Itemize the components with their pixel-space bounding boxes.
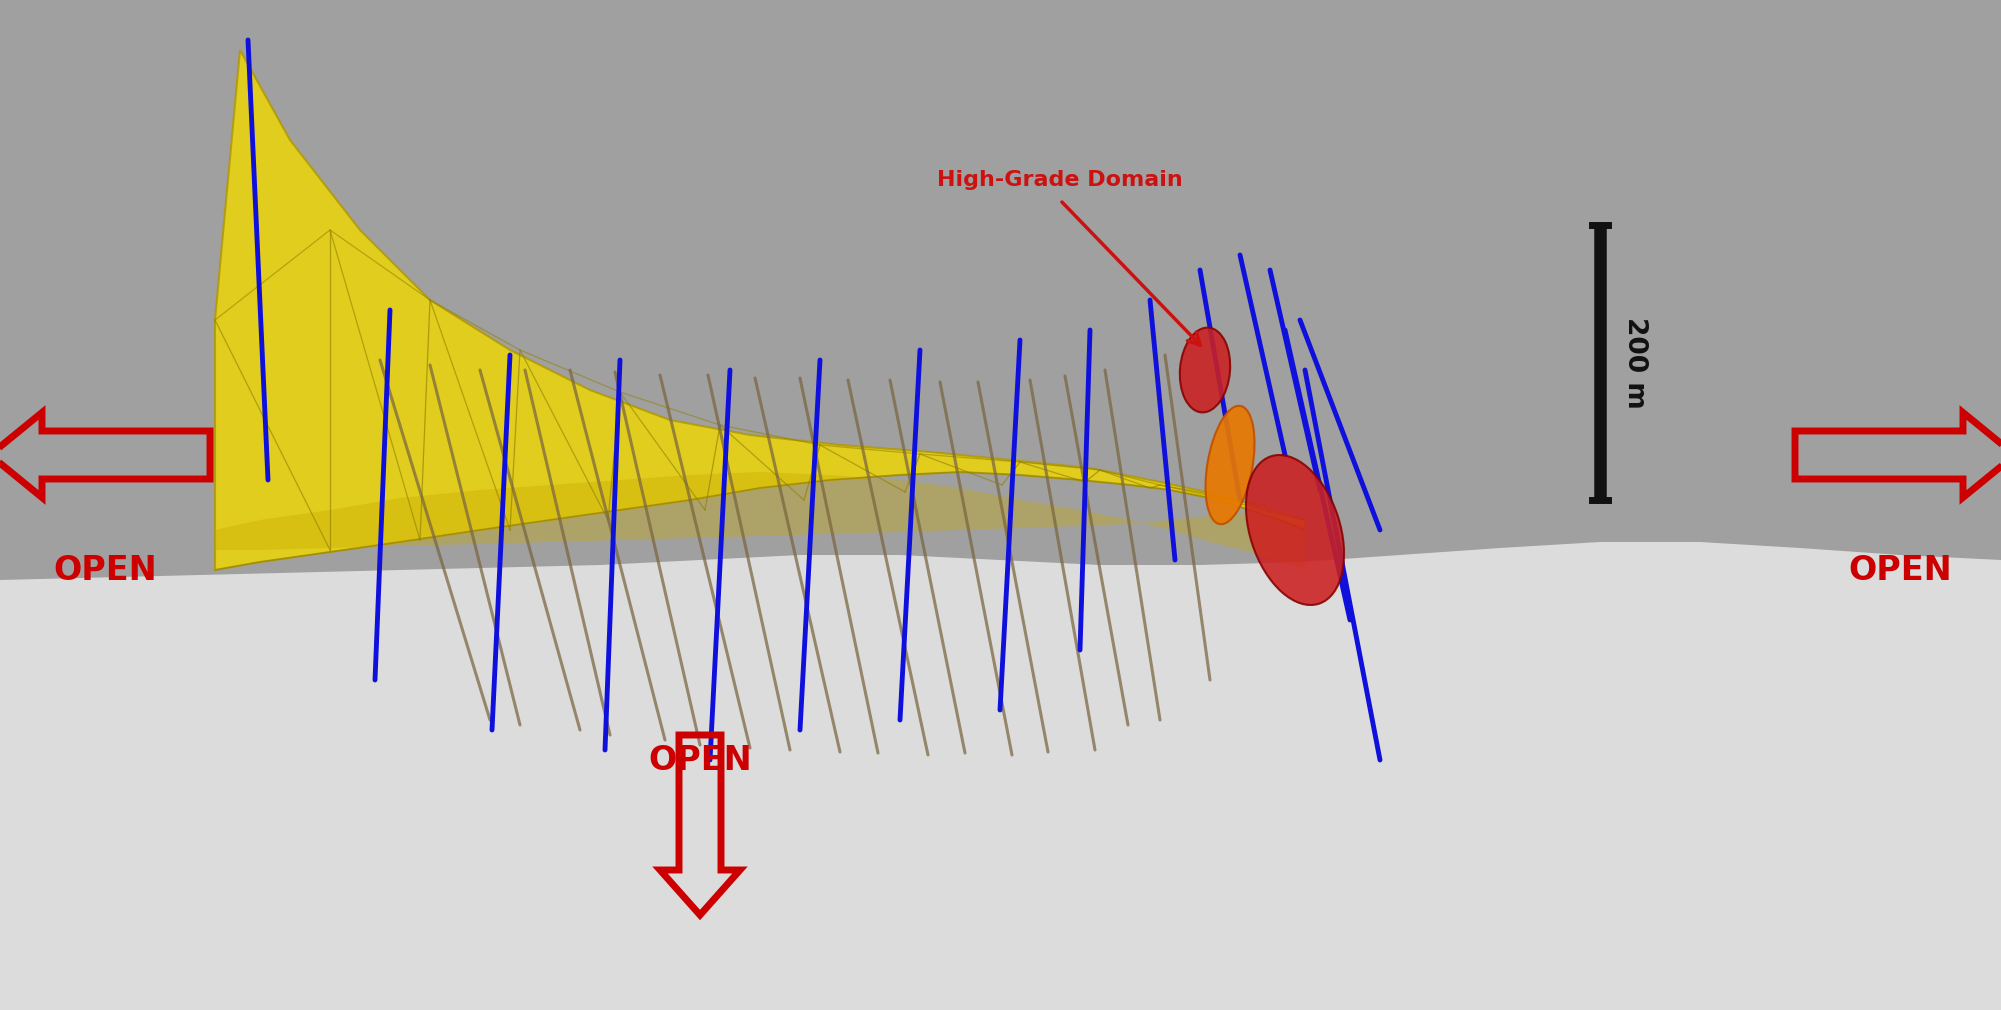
Polygon shape — [214, 472, 1305, 570]
Ellipse shape — [1181, 327, 1231, 412]
Text: High-Grade Domain: High-Grade Domain — [936, 170, 1183, 190]
Ellipse shape — [1247, 454, 1345, 605]
Text: OPEN: OPEN — [1849, 553, 1951, 587]
Polygon shape — [214, 50, 1305, 570]
Text: 200 m: 200 m — [1623, 316, 1649, 408]
Text: OPEN: OPEN — [648, 743, 752, 777]
Ellipse shape — [1205, 406, 1255, 524]
Polygon shape — [0, 542, 2001, 1010]
Text: OPEN: OPEN — [54, 553, 156, 587]
